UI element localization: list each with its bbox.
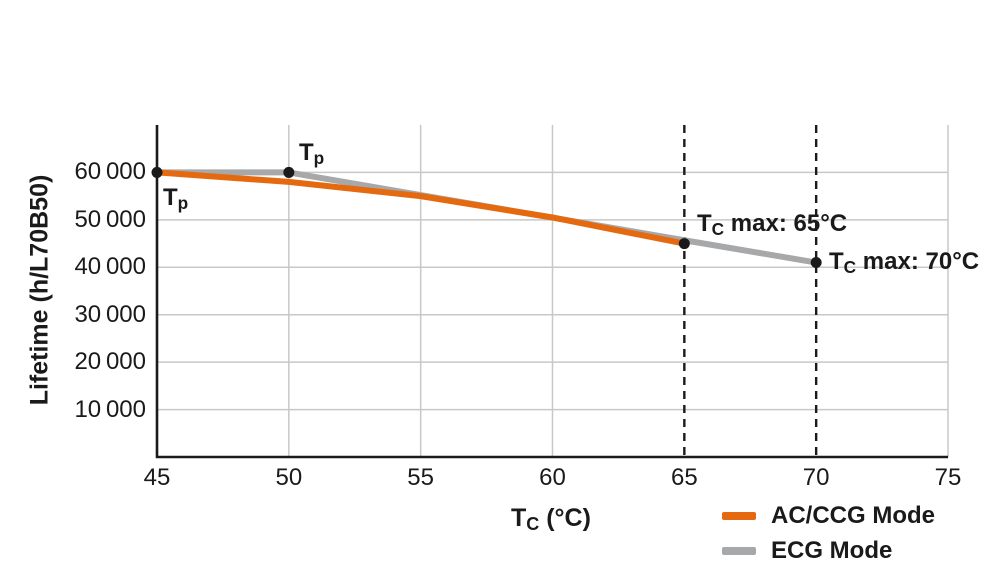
x-tick-label: 70 (802, 464, 830, 491)
legend-label-ac-ccg: AC/CCG Mode (771, 501, 935, 529)
data-point-marker (678, 238, 690, 250)
data-point-marker (283, 166, 295, 178)
legend-item-ac-ccg-mode: AC/CCG Mode (722, 502, 935, 529)
y-tick-label: 40 000 (74, 253, 146, 281)
data-point-marker (151, 166, 163, 178)
x-tick-label: 60 (539, 464, 566, 491)
x-tick-label: 65 (670, 464, 698, 491)
x-tick-label: 45 (143, 464, 171, 491)
x-tick-label: 55 (407, 464, 434, 491)
x-axis-title-unit: (°C) (539, 504, 591, 532)
legend-label-ecg: ECG Mode (771, 536, 893, 564)
ecg-line-swatch-icon (722, 546, 756, 555)
x-tick-label: 75 (934, 464, 962, 491)
y-axis-title: Lifetime (h/L70B50) (25, 174, 54, 406)
y-tick-label: 60 000 (74, 158, 146, 186)
annotation-tc-max-65: TC max: 65°C (697, 210, 848, 239)
annotation-tp-50: Tp (299, 139, 325, 168)
data-point-marker (810, 257, 822, 269)
legend: AC/CCG Mode ECG Mode (722, 502, 935, 567)
x-axis-title: TC (°C) (511, 504, 591, 535)
legend-item-ecg-mode: ECG Mode (722, 537, 935, 564)
y-tick-label: 20 000 (74, 348, 146, 376)
x-axis-title-sub: C (526, 513, 540, 534)
x-axis-title-main: T (511, 504, 527, 532)
x-tick-label: 50 (275, 464, 303, 491)
y-tick-label: 50 000 (74, 205, 146, 233)
annotation-tp-45: Tp (163, 184, 189, 213)
ac-ccg-mode-line (154, 169, 688, 247)
y-tick-label: 30 000 (74, 300, 146, 328)
ac-ccg-line-swatch-icon (722, 511, 756, 520)
y-tick-label: 10 000 (74, 395, 146, 423)
annotation-tc-max-70: TC max: 70°C (829, 248, 980, 277)
